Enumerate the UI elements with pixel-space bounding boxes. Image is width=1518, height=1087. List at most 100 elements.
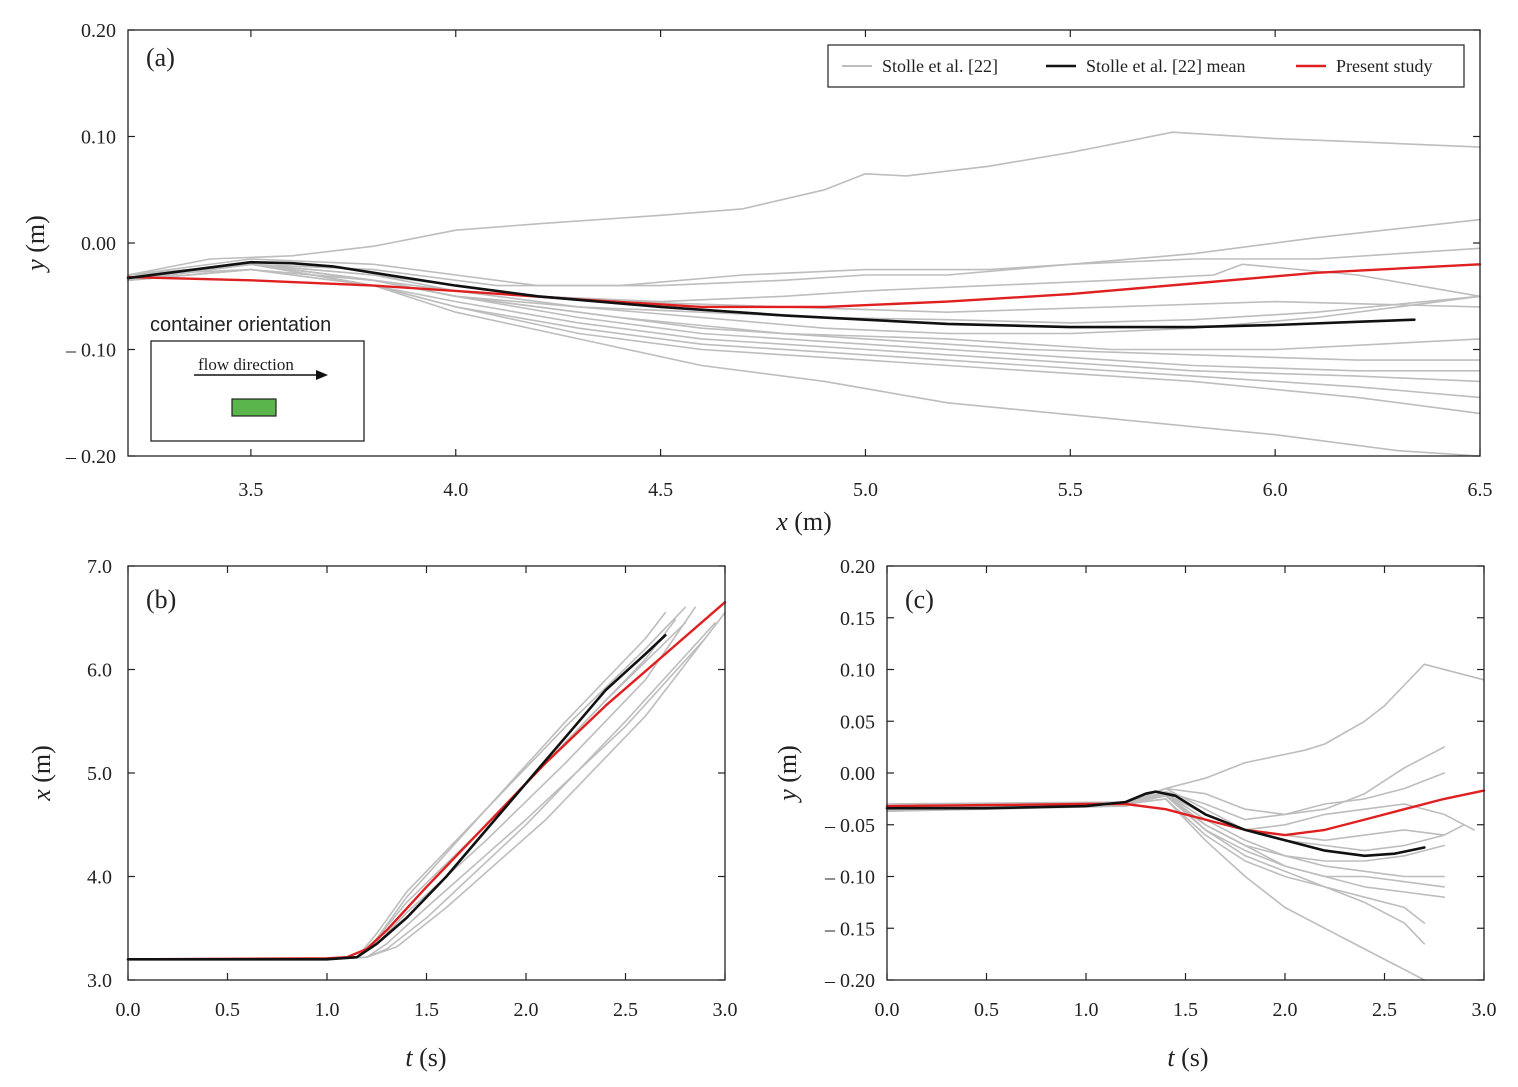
inset-box [150,340,365,442]
panel-b-label: (b) [146,585,176,614]
panel-b-ytick-label: 6.0 [87,660,112,682]
panel-c-xtick-label: 1.5 [1173,999,1198,1021]
panel-a-frame [127,29,1481,457]
panel-c-ylabel-var: y [773,789,802,804]
panel-b-series-individual-1 [127,606,687,961]
panel-b-series-individual-0 [127,618,677,961]
panel-a-xlabel: x (m) [775,507,832,536]
panel-a-ytick-label: – 0.20 [65,446,116,468]
panel-a-ytick-label: 0.10 [81,127,116,149]
panel-c-ytick-label: 0.05 [840,711,875,733]
panel-c-ytick-label: – 0.20 [824,970,875,992]
panel-c-ytick-label: – 0.05 [824,815,875,837]
panel-b-xtick-label: 0.5 [215,999,240,1021]
legend-mean-label: Stolle et al. [22] mean [1086,56,1245,76]
panel-a: 3.5 4.0 4.5 5.0 5.5 6.0 6.5 – 0.20 – 0.10 0.00 0.1… [21,20,1493,536]
panel-a-xlabel-unit: (m) [788,507,832,536]
panel-c-label: (c) [905,585,934,614]
panel-c-series-individual-12 [886,792,1445,842]
panel-b-xtick-label: 2.0 [514,999,539,1021]
container-orientation-inset: container orientation flow direction [150,314,365,442]
panel-a-series-mean [126,260,1416,329]
panel-a-series-individual-0 [127,131,1481,276]
panel-b-ytick-label: 5.0 [87,763,112,785]
panel-c-series-individual-8 [886,792,1426,924]
panel-a-ylabel: y (m) [21,215,50,274]
panel-a-ylabel-var: y [21,259,50,274]
panel-a-series-individual-10 [127,268,1481,415]
panel-a-ylabel-unit: (m) [21,215,50,259]
panel-c-series-individual-7 [886,794,1445,899]
panel-b-series-mean [126,633,667,961]
panel-b: 0.0 0.5 1.0 1.5 2.0 2.5 3.0 3.0 4.0 5.0 6.0 7.0 (b)… [27,556,738,1072]
panel-c-series-individual-4 [886,787,1465,852]
panel-c-xlabel: t (s) [1167,1043,1208,1072]
panel-c-xlabel-var: t [1167,1043,1175,1072]
panel-c-xtick-label: 1.0 [1074,999,1099,1021]
legend-present-label: Present study [1336,56,1433,76]
panel-b-xtick-label: 1.5 [414,999,439,1021]
panel-c-ytick-label: – 0.10 [824,867,875,889]
panel-c-frame [886,565,1485,981]
panel-b-ytick-label: 7.0 [87,556,112,578]
panel-a-ytick-label: 0.00 [81,233,116,255]
panel-c-xlabel-unit: (s) [1175,1043,1209,1072]
panel-b-xtick-label: 2.5 [613,999,638,1021]
panel-b-ylabel: x (m) [27,745,56,802]
panel-c-series [885,663,1486,981]
panel-c-series-individual-0 [886,663,1485,805]
panel-b-series-present [126,601,727,961]
panel-a-series-individual-3 [127,263,1481,303]
panel-b-series-individual-2 [127,606,697,961]
panel-a-xlabel-var: x [775,507,788,536]
inset-flow-label: flow direction [198,355,294,374]
panel-c-xtick-label: 3.0 [1472,999,1497,1021]
panel-a-series-present [126,263,1482,309]
panel-b-ytick-label: 4.0 [87,867,112,889]
panel-a-xtick-label: 6.5 [1468,479,1493,501]
panel-c-ytick-label: 0.00 [840,763,875,785]
panel-b-ylabel-unit: (m) [27,745,56,789]
panel-c-ylabel-unit: (m) [773,745,802,789]
panel-c-ytick-label: 0.10 [840,660,875,682]
legend: Stolle et al. [22] Stolle et al. [22] me… [827,44,1465,88]
panel-b-ytick-label: 3.0 [87,970,112,992]
panel-c-series-individual-11 [886,794,1445,878]
panel-a-series-individual-5 [127,263,1481,335]
panel-c-ytick-label: – 0.15 [824,918,875,940]
panel-c-series-individual-2 [886,772,1445,821]
panel-a-label: (a) [146,43,175,72]
panel-a-xtick-label: 3.5 [238,479,263,501]
panel-b-xlabel-unit: (s) [413,1043,447,1072]
panel-a-xtick-label: 4.0 [443,479,468,501]
panel-c-ytick-label: 0.20 [840,556,875,578]
panel-b-xlabel-var: t [405,1043,413,1072]
panel-b-xtick-label: 0.0 [116,999,141,1021]
panel-c-xtick-label: 0.5 [974,999,999,1021]
panel-b-series-individual-3 [127,611,667,961]
panel-a-ytick-label: – 0.10 [65,340,116,362]
panel-c-ytick-label: 0.15 [840,608,875,630]
panel-b-xtick-label: 1.0 [315,999,340,1021]
container-icon [231,398,277,417]
panel-a-series-individual-1 [127,218,1481,287]
legend-box [827,44,1465,88]
legend-individual-label: Stolle et al. [22] [882,56,998,76]
panel-c-series-mean [885,790,1426,858]
flow-arrow-icon [316,370,328,380]
panel-b-frame [127,565,726,981]
panel-c-ylabel: y (m) [773,745,802,804]
panel-a-ytick-label: 0.20 [81,20,116,42]
panel-c-ticks: 0.0 0.5 1.0 1.5 2.0 2.5 3.0 – 0.20 – 0.15 – 0.10 –… [824,556,1497,1021]
panel-c-xtick-label: 2.5 [1372,999,1397,1021]
panel-c-xtick-label: 2.0 [1273,999,1298,1021]
panel-a-xtick-label: 6.0 [1263,479,1288,501]
inset-title: container orientation [150,314,331,336]
panel-a-xtick-label: 4.5 [648,479,673,501]
panel-b-series [126,601,727,961]
panel-c-xtick-label: 0.0 [875,999,900,1021]
panel-b-series-individual-6 [127,622,716,961]
panel-c-series-individual-10 [886,798,1426,981]
panel-b-xlabel: t (s) [405,1043,446,1072]
